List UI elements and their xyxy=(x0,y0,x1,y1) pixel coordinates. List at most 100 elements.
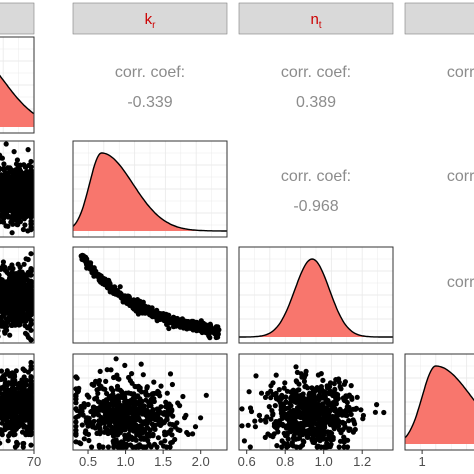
scatter-point xyxy=(325,397,331,404)
scatter-point xyxy=(164,413,170,419)
scatter-point xyxy=(326,390,332,397)
scatter-point xyxy=(287,411,293,417)
scatter-point xyxy=(309,413,315,419)
density-fill-3 xyxy=(405,366,474,444)
scatter-point xyxy=(135,383,142,389)
scatter-point xyxy=(73,374,79,380)
scatter-point xyxy=(262,394,269,400)
scatter-point xyxy=(100,444,106,450)
scatter-point xyxy=(28,213,34,219)
scatter-point xyxy=(83,415,89,421)
scatter-point xyxy=(322,407,328,413)
scatter-point xyxy=(16,190,22,196)
scatter-point xyxy=(20,182,27,188)
scatter-point xyxy=(28,164,34,170)
scatter-point xyxy=(13,290,19,296)
scatter-point xyxy=(96,444,102,450)
scatter-point xyxy=(141,436,147,442)
scatter-point xyxy=(241,438,247,444)
scatter-point xyxy=(167,421,173,427)
scatter-point xyxy=(158,383,164,389)
scatter-point xyxy=(150,407,156,413)
scatter-point xyxy=(149,308,155,314)
scatter-point xyxy=(339,412,345,418)
scatter-point xyxy=(296,435,303,441)
density-curve-3 xyxy=(404,365,474,439)
scatter-point xyxy=(14,221,20,228)
scatter-point xyxy=(246,389,252,395)
scatter-point xyxy=(0,293,4,299)
scatter-point xyxy=(294,379,300,385)
panel-0-0 xyxy=(0,37,35,133)
scatter-point xyxy=(281,385,287,391)
scatter-point xyxy=(17,174,23,180)
scatter-point xyxy=(295,424,302,431)
scatter-point xyxy=(4,269,10,275)
scatter-point xyxy=(151,379,157,385)
scatter-point xyxy=(272,424,278,430)
scatter-point xyxy=(284,423,290,429)
scatter-point xyxy=(28,327,34,333)
scatter-point xyxy=(10,174,16,180)
scatter-point xyxy=(293,444,300,450)
scatter-point xyxy=(86,394,92,400)
scatter-point xyxy=(327,420,333,427)
scatter-point xyxy=(337,384,343,390)
strip-0 xyxy=(0,2,35,35)
scatter-point xyxy=(120,418,126,424)
scatter-point xyxy=(19,415,25,421)
scatter-point xyxy=(188,322,195,328)
scatter-point xyxy=(288,403,294,409)
scatter-point xyxy=(80,257,86,263)
scatter-point xyxy=(8,317,14,323)
panel-1-0 xyxy=(0,141,34,237)
scatter-point xyxy=(150,433,156,439)
scatter-point xyxy=(169,316,175,322)
scatter-point xyxy=(341,434,347,440)
scatter-point xyxy=(14,414,20,420)
x-tick-label: 2.0 xyxy=(192,454,210,469)
scatter-point xyxy=(7,332,13,338)
scatter-point xyxy=(162,438,168,444)
scatter-point xyxy=(335,412,341,419)
scatter-point xyxy=(73,406,79,412)
scatter-point xyxy=(247,405,254,411)
scatter-point xyxy=(123,441,130,447)
scatter-point xyxy=(135,428,141,434)
scatter-point xyxy=(304,434,310,440)
scatter-point xyxy=(86,437,92,444)
scatter-point xyxy=(28,442,34,448)
scatter-point xyxy=(137,433,143,439)
scatter-point xyxy=(349,396,355,402)
scatter-point xyxy=(252,418,258,424)
scatter-point xyxy=(28,386,34,392)
corr-label: corr. coef: xyxy=(115,64,185,81)
scatter-point xyxy=(73,396,79,402)
scatter-point xyxy=(22,316,28,322)
scatter-point xyxy=(0,376,4,382)
corr-value: -0.339 xyxy=(127,94,172,111)
scatter-point xyxy=(111,428,117,435)
scatter-point xyxy=(0,413,3,419)
scatter-point xyxy=(1,196,7,202)
scatter-point xyxy=(130,420,136,426)
scatter-point xyxy=(381,409,387,416)
scatter-point xyxy=(21,396,27,402)
scatter-point xyxy=(16,284,22,290)
scatter-point xyxy=(193,321,199,327)
scatter-point xyxy=(25,147,31,153)
scatter-point xyxy=(136,406,142,412)
scatter-point xyxy=(145,412,151,418)
scatter-point xyxy=(128,400,135,406)
scatter-point xyxy=(8,322,14,328)
scatter-point xyxy=(15,201,21,207)
scatter-point xyxy=(81,401,87,407)
scatter-point xyxy=(3,300,9,306)
panel-3-3 xyxy=(404,354,474,450)
scatter-point xyxy=(148,403,154,409)
scatter-point xyxy=(5,387,11,393)
scatter-point xyxy=(168,403,174,409)
scatter-point xyxy=(270,380,276,386)
scatter-point xyxy=(374,402,380,408)
scatter-point xyxy=(101,277,107,283)
